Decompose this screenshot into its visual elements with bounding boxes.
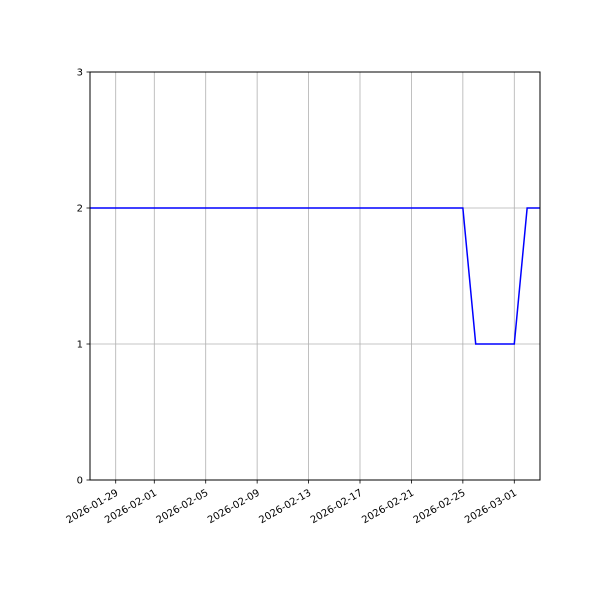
grid bbox=[90, 71, 540, 481]
x-tick-label: 2026-02-05 bbox=[155, 488, 211, 527]
y-tick-label: 1 bbox=[77, 340, 83, 351]
x-axis: 2026-01-292026-02-012026-02-052026-02-09… bbox=[65, 480, 519, 526]
y-tick-label: 2 bbox=[77, 204, 83, 215]
y-tick-label: 0 bbox=[77, 476, 83, 487]
y-axis: 0 1 2 3 bbox=[77, 68, 90, 487]
x-tick-label: 2026-02-09 bbox=[206, 488, 262, 527]
y-tick-label: 3 bbox=[77, 68, 83, 79]
x-tick-label: 2026-02-17 bbox=[309, 488, 365, 527]
plot-frame bbox=[89, 71, 541, 481]
x-tick-label: 2026-02-25 bbox=[412, 488, 468, 527]
x-tick-label: 2026-03-01 bbox=[463, 488, 519, 527]
x-tick-label: 2026-02-21 bbox=[360, 488, 416, 527]
series-line-group bbox=[90, 207, 540, 345]
series-line bbox=[90, 207, 540, 345]
x-tick-label: 2026-02-13 bbox=[257, 488, 313, 527]
